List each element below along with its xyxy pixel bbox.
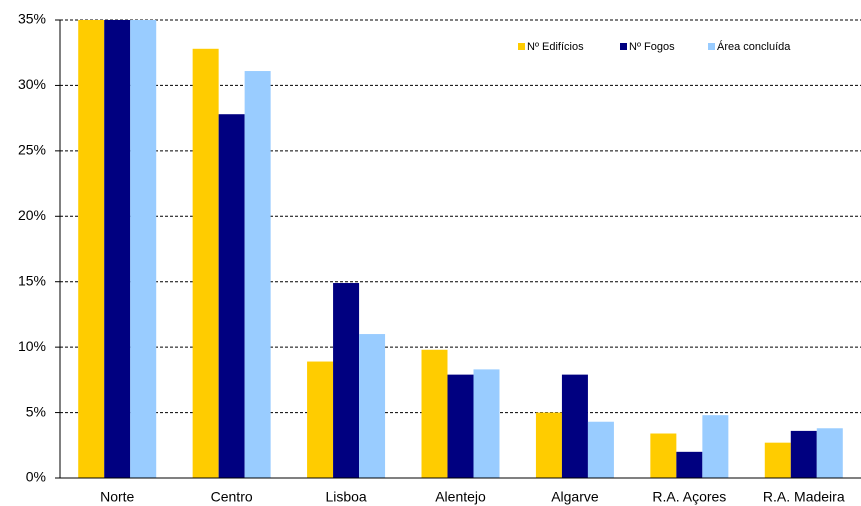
bar xyxy=(307,361,334,478)
bar xyxy=(104,20,131,478)
bar xyxy=(535,412,562,478)
bar xyxy=(333,283,360,478)
legend-label: Área concluída xyxy=(717,40,791,53)
legend-swatch xyxy=(620,43,627,50)
y-tick-label: 35% xyxy=(18,11,46,27)
bar xyxy=(218,114,245,479)
y-tick-label: 15% xyxy=(18,272,46,288)
y-tick-label: 20% xyxy=(18,207,46,223)
legend-label: Nº Fogos xyxy=(629,41,675,53)
bar xyxy=(421,349,448,478)
bar xyxy=(192,48,219,478)
bar xyxy=(587,421,614,478)
bar xyxy=(359,334,386,478)
legend-label: Nº Edifícios xyxy=(527,41,584,53)
bar xyxy=(650,433,677,478)
legend-swatch xyxy=(708,43,715,50)
x-tick-label: Alentejo xyxy=(435,489,486,505)
x-tick-label: Centro xyxy=(211,489,253,505)
bar xyxy=(702,415,729,478)
y-tick-label: 5% xyxy=(26,403,46,419)
bar xyxy=(676,451,703,478)
legend-swatch xyxy=(518,43,525,50)
bar xyxy=(816,428,843,478)
y-tick-label: 25% xyxy=(18,142,46,158)
y-tick-label: 30% xyxy=(18,76,46,92)
bar xyxy=(473,369,500,478)
bar xyxy=(561,374,588,478)
bar xyxy=(130,20,157,478)
x-tick-label: R.A. Açores xyxy=(652,489,726,505)
bar xyxy=(78,20,105,478)
x-tick-label: R.A. Madeira xyxy=(763,489,845,505)
bar xyxy=(790,430,817,478)
bar xyxy=(244,71,271,478)
x-tick-label: Lisboa xyxy=(325,489,366,505)
y-tick-label: 10% xyxy=(18,338,46,354)
bar xyxy=(447,374,474,478)
x-tick-label: Norte xyxy=(100,489,134,505)
x-tick-label: Algarve xyxy=(551,489,599,505)
y-tick-label: 0% xyxy=(26,469,46,485)
bar xyxy=(764,442,791,478)
